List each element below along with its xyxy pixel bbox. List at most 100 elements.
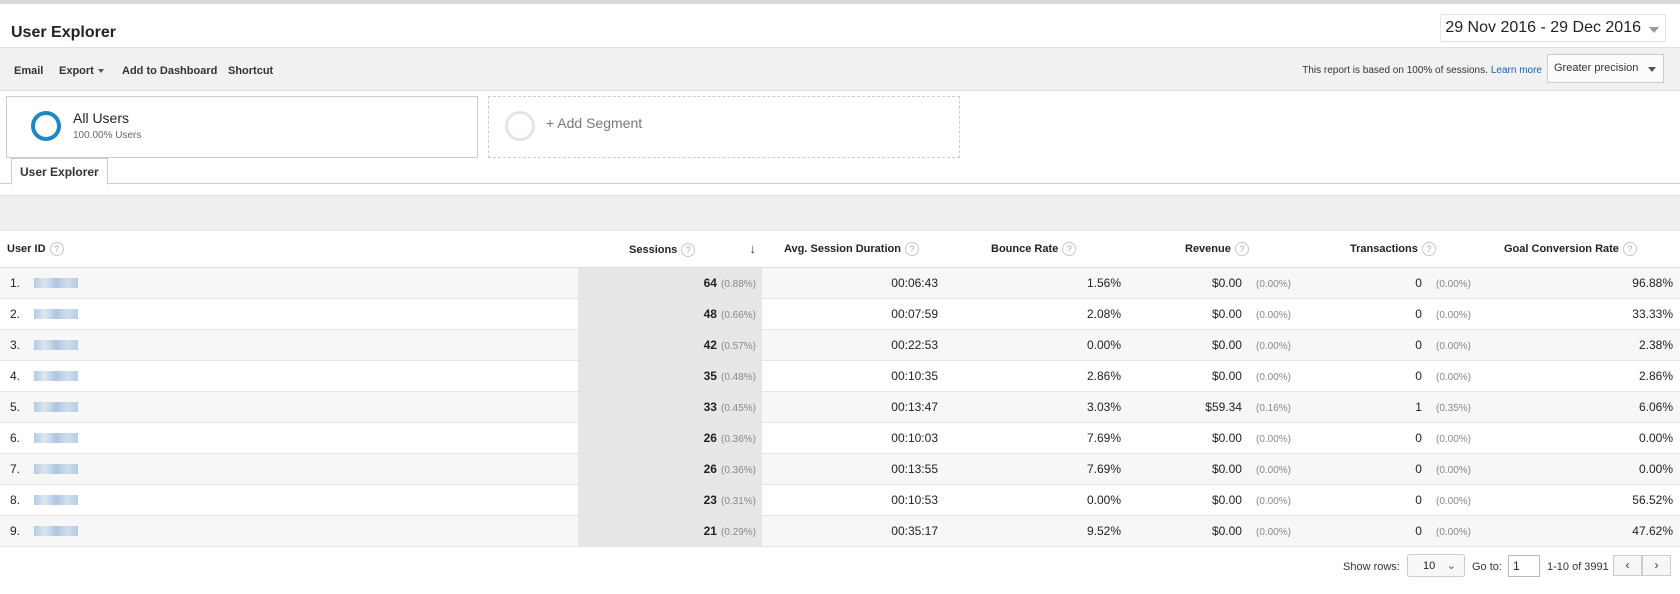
export-button[interactable]: Export: [59, 65, 104, 77]
bounce-cell: 2.86%: [944, 360, 1127, 392]
user-id-link[interactable]: [34, 526, 78, 537]
revenue-value: $0.00: [1211, 275, 1242, 290]
learn-more-link[interactable]: Learn more: [1490, 65, 1542, 76]
table-header-row: User ID? Sessions? ↓ Avg. Session Duratio…: [0, 231, 1680, 268]
sessions-value: 21: [703, 523, 717, 538]
segment-all-users[interactable]: All Users 100.00% Users: [6, 96, 478, 158]
revenue-value: $0.00: [1211, 306, 1242, 321]
goal-cell: 2.38%: [1492, 329, 1680, 361]
sessions-value: 23: [703, 492, 717, 507]
page-title: User Explorer: [11, 24, 116, 41]
user-cell: 6.: [0, 422, 578, 454]
transactions-pct: (0.00%): [1435, 309, 1471, 321]
revenue-cell: $0.00 (0.00%): [1127, 484, 1310, 516]
sessions-pct: (0.36%): [720, 464, 756, 476]
revenue-cell: $59.34 (0.16%): [1127, 391, 1310, 423]
col-goal-conversion-rate[interactable]: Goal Conversion Rate?: [1492, 231, 1680, 268]
duration-cell: 00:10:53: [762, 484, 944, 516]
sessions-cell: 48 (0.66%): [578, 298, 762, 330]
export-label: Export: [59, 65, 94, 77]
user-id-link[interactable]: [34, 309, 78, 320]
user-id-link[interactable]: [34, 340, 78, 351]
duration-cell: 00:06:43: [762, 267, 944, 299]
precision-dropdown[interactable]: Greater precision: [1547, 54, 1664, 83]
goal-cell: 96.88%: [1492, 267, 1680, 299]
help-icon[interactable]: ?: [681, 242, 696, 257]
goal-cell: 33.33%: [1492, 298, 1680, 330]
sessions-value: 64: [703, 275, 717, 290]
sessions-cell: 23 (0.31%): [578, 484, 762, 516]
col-user-id[interactable]: User ID?: [0, 231, 578, 268]
revenue-cell: $0.00 (0.00%): [1127, 515, 1310, 547]
col-transactions[interactable]: Transactions?: [1310, 231, 1492, 268]
add-segment-button[interactable]: + Add Segment: [488, 96, 960, 158]
revenue-pct: (0.00%): [1255, 464, 1291, 476]
bounce-cell: 2.08%: [944, 298, 1127, 330]
transactions-pct: (0.00%): [1435, 433, 1471, 445]
help-icon[interactable]: ?: [904, 241, 919, 256]
col-sessions[interactable]: Sessions? ↓: [578, 231, 762, 268]
user-cell: 4.: [0, 360, 578, 392]
user-cell: 1.: [0, 267, 578, 299]
help-icon[interactable]: ?: [49, 241, 64, 256]
bounce-cell: 7.69%: [944, 453, 1127, 485]
next-page-button[interactable]: ›: [1642, 554, 1671, 576]
user-cell: 2.: [0, 298, 578, 330]
col-bounce-rate-label: Bounce Rate: [991, 242, 1059, 255]
sessions-pct: (0.48%): [720, 371, 756, 383]
help-icon[interactable]: ?: [1234, 241, 1249, 256]
transactions-cell: 0 (0.00%): [1310, 298, 1492, 330]
col-user-id-label: User ID: [7, 242, 46, 255]
sessions-value: 35: [703, 368, 717, 383]
row-number: 6.: [10, 430, 21, 445]
transactions-pct: (0.00%): [1435, 495, 1471, 507]
email-button[interactable]: Email: [14, 65, 44, 77]
add-to-dashboard-button[interactable]: Add to Dashboard: [122, 65, 218, 77]
revenue-cell: $0.00 (0.00%): [1127, 267, 1310, 299]
transactions-cell: 0 (0.00%): [1310, 422, 1492, 454]
user-id-link[interactable]: [34, 371, 78, 382]
user-id-link[interactable]: [34, 495, 78, 506]
bounce-cell: 3.03%: [944, 391, 1127, 423]
tab-user-explorer[interactable]: User Explorer: [11, 158, 108, 185]
date-range-picker[interactable]: 29 Nov 2016 - 29 Dec 2016: [1440, 14, 1666, 42]
user-cell: 3.: [0, 329, 578, 361]
report-tabs: User Explorer: [0, 157, 1680, 185]
revenue-value: $0.00: [1211, 492, 1242, 507]
sessions-cell: 64 (0.88%): [578, 267, 762, 299]
sessions-pct: (0.88%): [720, 278, 756, 290]
precision-value: Greater precision: [1554, 62, 1639, 74]
previous-page-button[interactable]: ‹: [1613, 554, 1642, 576]
help-icon[interactable]: ?: [1062, 241, 1077, 256]
caret-down-icon: [1649, 27, 1659, 33]
revenue-pct: (0.00%): [1255, 433, 1291, 445]
revenue-pct: (0.00%): [1255, 526, 1291, 538]
transactions-cell: 0 (0.00%): [1310, 360, 1492, 392]
help-icon[interactable]: ?: [1421, 241, 1436, 256]
show-rows-select[interactable]: 10 ⌄: [1407, 553, 1465, 577]
col-avg-session-duration[interactable]: Avg. Session Duration?: [762, 231, 944, 268]
goto-page-input[interactable]: 1: [1508, 554, 1540, 577]
revenue-pct: (0.00%): [1255, 495, 1291, 507]
user-id-link[interactable]: [34, 278, 78, 289]
user-cell: 8.: [0, 484, 578, 516]
sessions-value: 48: [703, 306, 717, 321]
col-sessions-label: Sessions: [629, 243, 678, 256]
user-id-link[interactable]: [34, 402, 78, 413]
user-id-link[interactable]: [34, 433, 78, 444]
transactions-value: 0: [1415, 523, 1422, 538]
user-id-link[interactable]: [34, 464, 78, 475]
sessions-value: 26: [703, 461, 717, 476]
help-icon[interactable]: ?: [1622, 241, 1637, 256]
transactions-cell: 0 (0.00%): [1310, 484, 1492, 516]
row-number: 8.: [10, 492, 21, 507]
empty-segment-ring-icon: [505, 111, 535, 141]
col-bounce-rate[interactable]: Bounce Rate?: [944, 231, 1127, 268]
table-row: 9. 21 (0.29%) 00:35:17 9.52% $0.00 (0.00%)…: [0, 515, 1680, 547]
col-revenue[interactable]: Revenue?: [1127, 231, 1310, 268]
sort-descending-icon[interactable]: ↓: [749, 240, 756, 256]
shortcut-button[interactable]: Shortcut: [228, 65, 274, 77]
bounce-cell: 9.52%: [944, 515, 1127, 547]
report-header: User Explorer 29 Nov 2016 - 29 Dec 2016: [0, 4, 1680, 48]
duration-cell: 00:07:59: [762, 298, 944, 330]
